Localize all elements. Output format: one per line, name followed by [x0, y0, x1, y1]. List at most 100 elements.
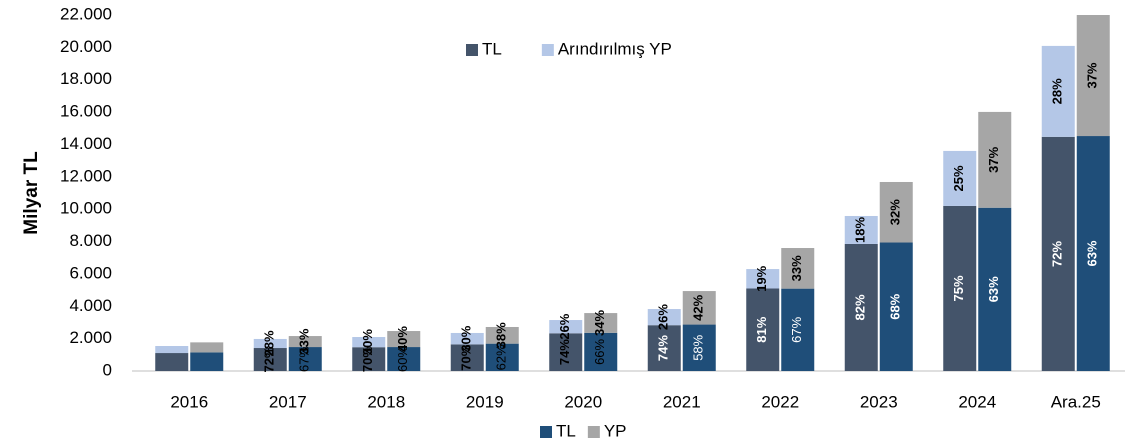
y-tick-label: 6.000	[69, 263, 112, 282]
data-label: 37%	[1085, 62, 1100, 88]
bar-segment	[844, 215, 878, 244]
data-label: 28%	[1050, 78, 1065, 104]
bar-segment	[943, 150, 977, 206]
bar-segment	[682, 324, 716, 371]
x-tick-label: 2018	[367, 392, 405, 411]
x-tick-label: 2021	[663, 392, 701, 411]
data-label: 33%	[297, 328, 312, 354]
bar-segment	[584, 332, 618, 371]
data-label: 30%	[459, 325, 474, 351]
data-label: 66%	[592, 338, 607, 364]
y-tick-label: 18.000	[60, 69, 112, 88]
x-tick-label: 2019	[466, 392, 504, 411]
bar-segment	[647, 309, 681, 326]
x-tick-label: 2020	[564, 392, 602, 411]
data-label: 58%	[691, 334, 706, 360]
data-label: 40%	[395, 326, 410, 352]
bar-segment	[879, 242, 913, 371]
y-tick-label: 12.000	[60, 166, 112, 185]
data-label: 38%	[494, 322, 509, 348]
data-label: 26%	[656, 304, 671, 330]
data-label: 75%	[951, 275, 966, 301]
bar-segment	[387, 331, 421, 348]
x-tick-label: 2022	[761, 392, 799, 411]
data-label: 67%	[789, 316, 804, 342]
bar-segment	[485, 326, 519, 344]
data-label: 25%	[951, 165, 966, 191]
x-tick-label: 2024	[958, 392, 996, 411]
bar-segment	[155, 345, 189, 354]
data-label: 68%	[888, 293, 903, 319]
data-label: 70%	[360, 346, 375, 372]
data-label: 60%	[395, 346, 410, 372]
data-label: 62%	[494, 344, 509, 370]
bar-segment	[387, 347, 421, 371]
legend-label: YP	[604, 421, 627, 440]
bar-segment	[746, 269, 780, 289]
data-label: 72%	[1050, 240, 1065, 266]
bar-segment	[647, 325, 681, 371]
bar-segment	[879, 181, 913, 243]
data-label: 26%	[557, 313, 572, 339]
bar-segment	[190, 342, 224, 353]
x-tick-label: Ara.25	[1051, 392, 1101, 411]
bar-segment	[978, 207, 1012, 371]
bar-segment	[781, 248, 815, 289]
data-label: 42%	[691, 294, 706, 320]
bar-segment	[1041, 45, 1075, 137]
data-label: 30%	[360, 329, 375, 355]
y-tick-label: 16.000	[60, 102, 112, 121]
bar-segment	[450, 332, 484, 345]
bar-segment	[450, 344, 484, 371]
bar-segment	[781, 288, 815, 371]
x-tick-label: 2023	[860, 392, 898, 411]
y-tick-label: 10.000	[60, 199, 112, 218]
data-label: 63%	[1085, 240, 1100, 266]
y-tick-label: 2.000	[69, 328, 112, 347]
bar-segment	[288, 347, 322, 371]
bar-segment	[352, 337, 386, 348]
bar-segment	[253, 338, 287, 349]
y-axis-title: Milyar TL	[21, 151, 42, 235]
y-tick-label: 4.000	[69, 296, 112, 315]
legend-swatch	[466, 44, 478, 56]
bar-segment	[584, 313, 618, 333]
data-label: 34%	[592, 309, 607, 335]
bar-segment	[253, 348, 287, 371]
legend-swatch	[541, 44, 554, 56]
legend-swatch	[587, 426, 600, 438]
data-label: 32%	[888, 199, 903, 225]
y-tick-label: 0	[103, 360, 112, 379]
data-label: 19%	[754, 265, 769, 291]
bar-segment	[682, 291, 716, 325]
x-tick-label: 2017	[269, 392, 307, 411]
legend-label: TL	[482, 39, 502, 58]
bar-segment	[943, 205, 977, 371]
bar-segment	[155, 353, 189, 371]
data-label: 74%	[557, 339, 572, 365]
data-label: 37%	[986, 146, 1001, 172]
data-label: 74%	[656, 335, 671, 361]
y-tick-label: 22.000	[60, 4, 112, 23]
bar-segment	[288, 336, 322, 348]
data-label: 72%	[262, 346, 277, 372]
legend-label: Arındırılmış YP	[558, 39, 672, 58]
bar-segment	[1041, 136, 1075, 371]
legend-label: TL	[556, 421, 576, 440]
data-label: 63%	[986, 276, 1001, 302]
y-tick-label: 14.000	[60, 134, 112, 153]
bar-segment	[978, 111, 1012, 208]
bar-segment	[352, 347, 386, 371]
data-label: 33%	[789, 255, 804, 281]
bar-segment	[549, 333, 583, 371]
legend-swatch	[540, 426, 552, 438]
bar-segment	[549, 320, 583, 334]
bar-segment	[485, 343, 519, 371]
data-label: 18%	[853, 217, 868, 243]
bar-segment	[746, 288, 780, 371]
y-tick-label: 20.000	[60, 37, 112, 56]
data-label: 82%	[853, 294, 868, 320]
data-label: 70%	[459, 344, 474, 370]
x-tick-label: 2016	[170, 392, 208, 411]
